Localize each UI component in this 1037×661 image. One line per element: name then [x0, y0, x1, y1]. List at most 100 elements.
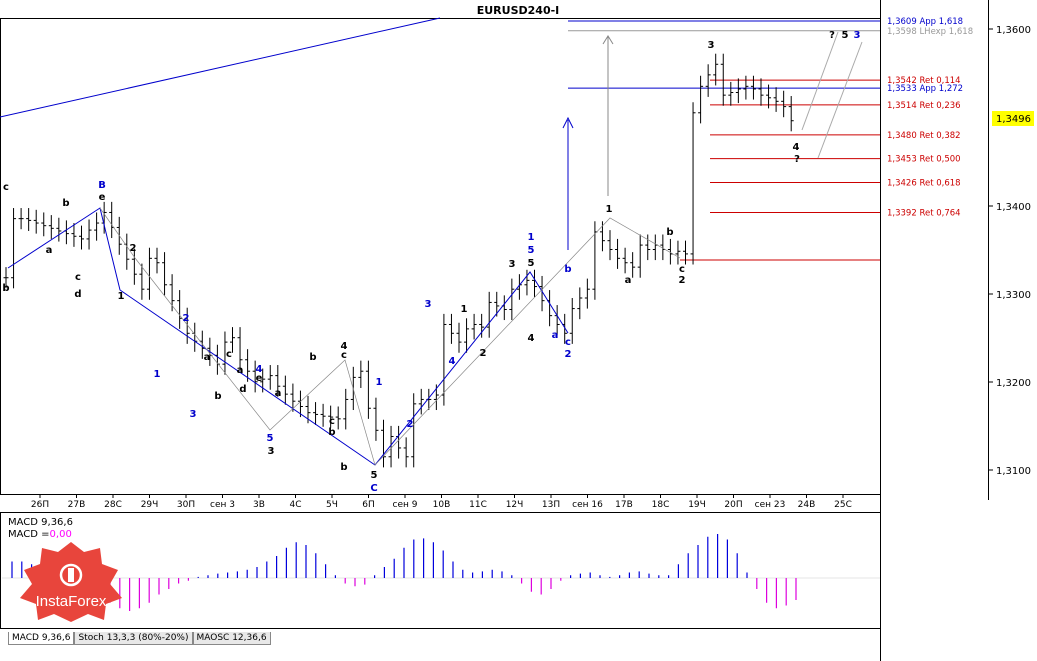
level-label: 1,3392 Ret 0,764: [887, 208, 961, 218]
wave-label: 1: [376, 377, 383, 388]
wave-label: c: [329, 416, 335, 427]
wave-label: 3: [509, 259, 516, 270]
level-label: 1,3514 Ret 0,236: [887, 101, 961, 111]
chart-title: EURUSD240-I: [477, 4, 560, 17]
time-tick-label: 29Ч: [141, 500, 159, 510]
time-tick-label: 13П: [542, 500, 560, 510]
time-tick-label: сен 3: [210, 500, 235, 510]
wave-label: 4: [793, 142, 800, 153]
wave-label: 2: [679, 275, 686, 286]
macd-label: MACD 9,36,6: [8, 517, 73, 528]
logo-text: InstaForex: [36, 593, 107, 610]
price-tick-1: 1,3600: [996, 25, 1031, 36]
wave-label: b: [309, 352, 316, 363]
wave-label: 3: [708, 40, 715, 51]
macd-histogram: [2, 534, 880, 611]
level-label: 1,3598 LHexp 1,618: [887, 27, 973, 37]
time-tick-label: 10В: [433, 500, 451, 510]
wave-label: b: [2, 283, 9, 294]
time-tick-label: 3В: [253, 500, 265, 510]
price-tick-2: 1,3400: [996, 202, 1031, 213]
wave-label: c: [226, 349, 232, 360]
time-tick-label: 26П: [31, 500, 49, 510]
wave-label: 1: [461, 304, 468, 315]
level-label: 1,3609 App 1,618: [887, 17, 963, 27]
wave-label: 3: [268, 446, 275, 457]
wave-label: 5: [267, 433, 274, 444]
time-tick-label: 19Ч: [688, 500, 706, 510]
time-tick-label: сен 16: [572, 500, 603, 510]
time-tick-label: 25С: [834, 500, 852, 510]
wave-zigzag-gray: [99, 207, 681, 466]
projection-arrowhead: [602, 35, 614, 45]
wave-label: 5: [528, 245, 535, 256]
time-tick-label: 27В: [68, 500, 86, 510]
time-tick-label: 4С: [289, 500, 301, 510]
wave-label: b: [62, 198, 69, 209]
level-label: 1,3480 Ret 0,382: [887, 131, 961, 141]
time-tick-label: 24В: [798, 500, 816, 510]
wave-label: d: [239, 384, 246, 395]
time-tick-label: 17В: [615, 500, 633, 510]
wave-label: d: [74, 289, 81, 300]
wave-label: a: [552, 330, 559, 341]
wave-label: a: [625, 275, 632, 286]
time-tick-label: 11С: [469, 500, 487, 510]
price-tick-5: 1,3100: [996, 466, 1031, 477]
indicator-tabs: MACD 9,36,6 Stoch 13,3,3 (80%-20%) MAOSC…: [8, 632, 271, 645]
wave-label: 5: [371, 470, 378, 481]
wave-label: 2: [480, 348, 487, 359]
current-price: 1,3496: [996, 114, 1031, 125]
wave-label: 4: [449, 356, 456, 367]
tab-maosc[interactable]: MAOSC 12,36,6: [192, 632, 271, 645]
wave-label: c: [3, 182, 9, 193]
wave-label: a: [237, 365, 244, 376]
wave-label: b: [214, 391, 221, 402]
wave-label: 2: [183, 313, 190, 324]
price-tick-3: 1,3300: [996, 290, 1031, 301]
macd-frame: [0, 512, 881, 629]
wave-label: a: [46, 245, 53, 256]
wave-label: a: [204, 352, 211, 363]
wave-zigzag-blue: [7, 207, 569, 466]
trend-line-blue: [0, 17, 441, 118]
target-line-1: [801, 31, 839, 131]
time-tick-label: 5Ч: [326, 500, 338, 510]
macd-value-label: MACD =0,00: [8, 529, 72, 540]
wave-label: a: [275, 388, 282, 399]
wave-label: b: [564, 264, 571, 275]
time-tick-label: 6П: [362, 500, 375, 510]
current-price-box: [992, 111, 1034, 126]
wave-label: c: [341, 350, 347, 361]
wave-label: 2: [565, 349, 572, 360]
target-line-2: [817, 41, 863, 159]
wave-label: 5: [528, 258, 535, 269]
wave-label: 3: [425, 299, 432, 310]
wave-label: C: [370, 483, 377, 494]
wave-label: e: [99, 192, 106, 203]
wave-label: c: [75, 272, 81, 283]
chart-frame: [0, 18, 881, 495]
wave-label: B: [98, 180, 106, 191]
wave-label: c: [565, 337, 571, 348]
wave-label: 2: [130, 243, 137, 254]
time-tick-label: 30П: [177, 500, 195, 510]
tab-stoch[interactable]: Stoch 13,3,3 (80%-20%): [74, 632, 193, 645]
level-label: 1,3453 Ret 0,500: [887, 155, 961, 165]
time-tick-label: сен 9: [393, 500, 418, 510]
candles: [3, 53, 794, 468]
wave-label: 5: [842, 30, 849, 41]
impulse-arrowhead: [562, 116, 574, 129]
wave-label: ?: [829, 30, 835, 41]
wave-label: 4: [256, 364, 263, 375]
wave-label: 1: [606, 204, 613, 215]
price-axis: 1,3600 1,3400 1,3300 1,3200 1,3100 1,349…: [988, 25, 1034, 477]
wave-label: 1: [154, 369, 161, 380]
tab-macd[interactable]: MACD 9,36,6: [8, 632, 75, 645]
time-tick-label: сен 23: [755, 500, 786, 510]
level-label: 1,3426 Ret 0,618: [887, 178, 961, 188]
price-tick-4: 1,3200: [996, 378, 1031, 389]
wave-label: 3: [190, 409, 197, 420]
